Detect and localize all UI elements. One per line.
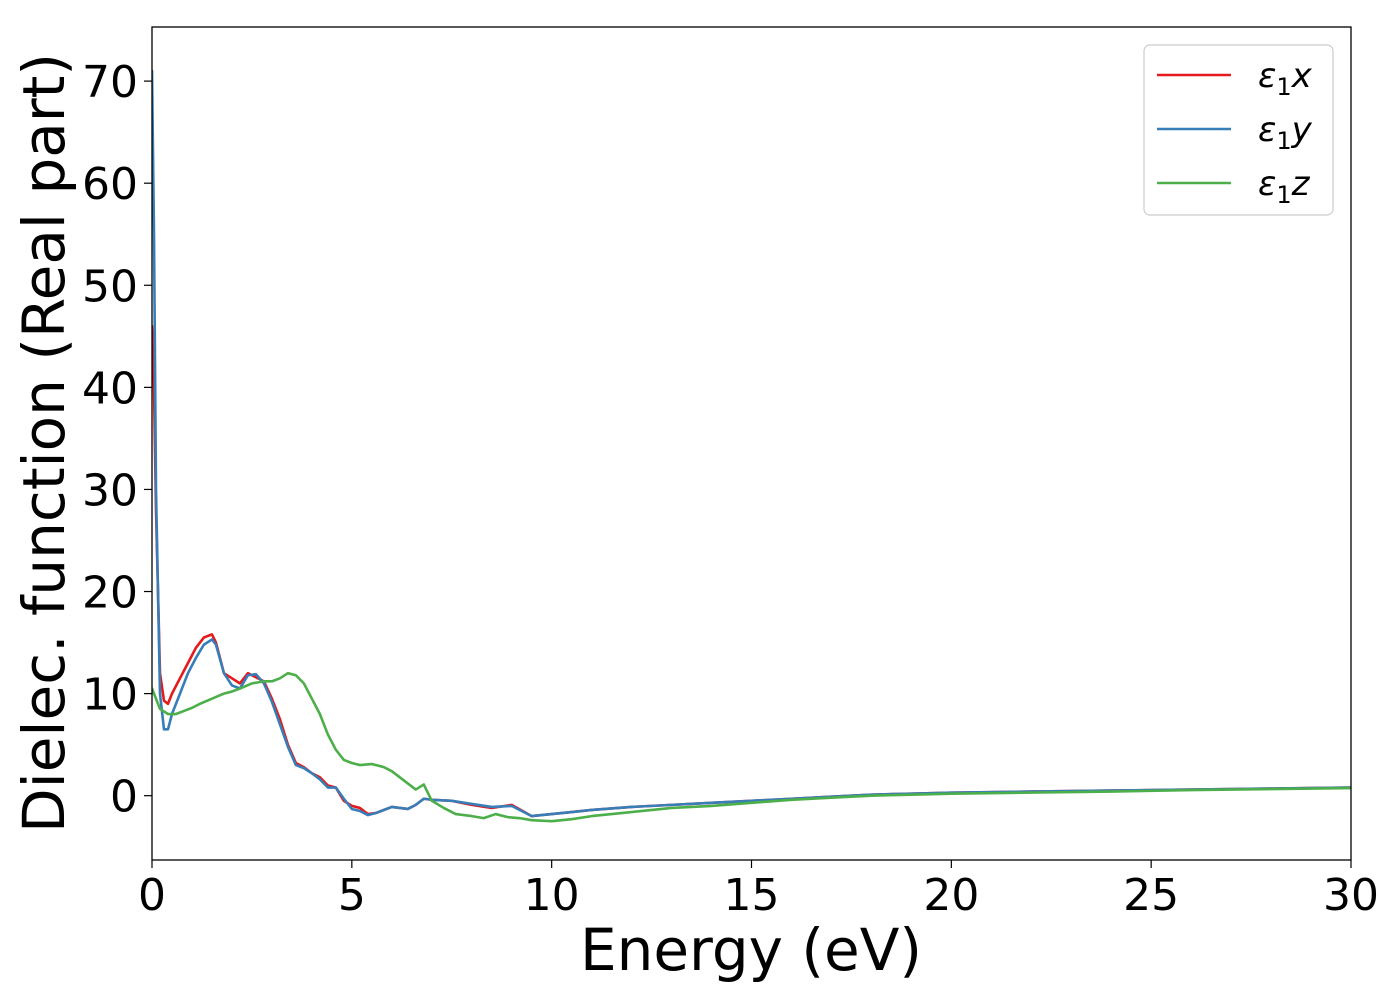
y-tick-label: 0 — [110, 772, 138, 823]
x-tick-label: 10 — [524, 870, 580, 921]
x-axis-ticks: 0 5 10 15 20 25 30 — [138, 860, 1379, 921]
legend-label-z: ε1z — [1258, 164, 1311, 209]
legend: ε1x ε1y ε1z — [1143, 44, 1334, 216]
legend-box — [1143, 44, 1334, 216]
series-layer — [152, 69, 1351, 823]
y-axis-label: Dielec. function (Real part) — [10, 53, 78, 833]
y-tick-label: 60 — [82, 159, 138, 210]
x-tick-label: 0 — [138, 870, 166, 921]
y-tick-label: 50 — [82, 261, 138, 312]
y-tick-label: 10 — [82, 670, 138, 721]
y-tick-label: 30 — [82, 465, 138, 516]
x-tick-label: 25 — [1123, 870, 1179, 921]
legend-items: ε1x ε1y ε1z — [1157, 56, 1313, 209]
y-tick-label: 20 — [82, 568, 138, 619]
legend-label-y: ε1y — [1258, 110, 1313, 155]
y-tick-label: 70 — [82, 57, 138, 108]
y-axis-ticks: 0 10 20 30 40 50 60 70 — [82, 57, 152, 823]
series-line-z — [152, 671, 1351, 823]
x-tick-label: 5 — [338, 870, 366, 921]
x-tick-label: 15 — [724, 870, 780, 921]
legend-label-x: ε1x — [1258, 56, 1313, 101]
x-axis-label: Energy (eV) — [580, 916, 922, 984]
x-tick-label: 20 — [923, 870, 979, 921]
y-tick-label: 40 — [82, 363, 138, 414]
plot-area — [152, 69, 1351, 823]
x-tick-label: 30 — [1323, 870, 1379, 921]
series-line-y — [152, 69, 1351, 818]
